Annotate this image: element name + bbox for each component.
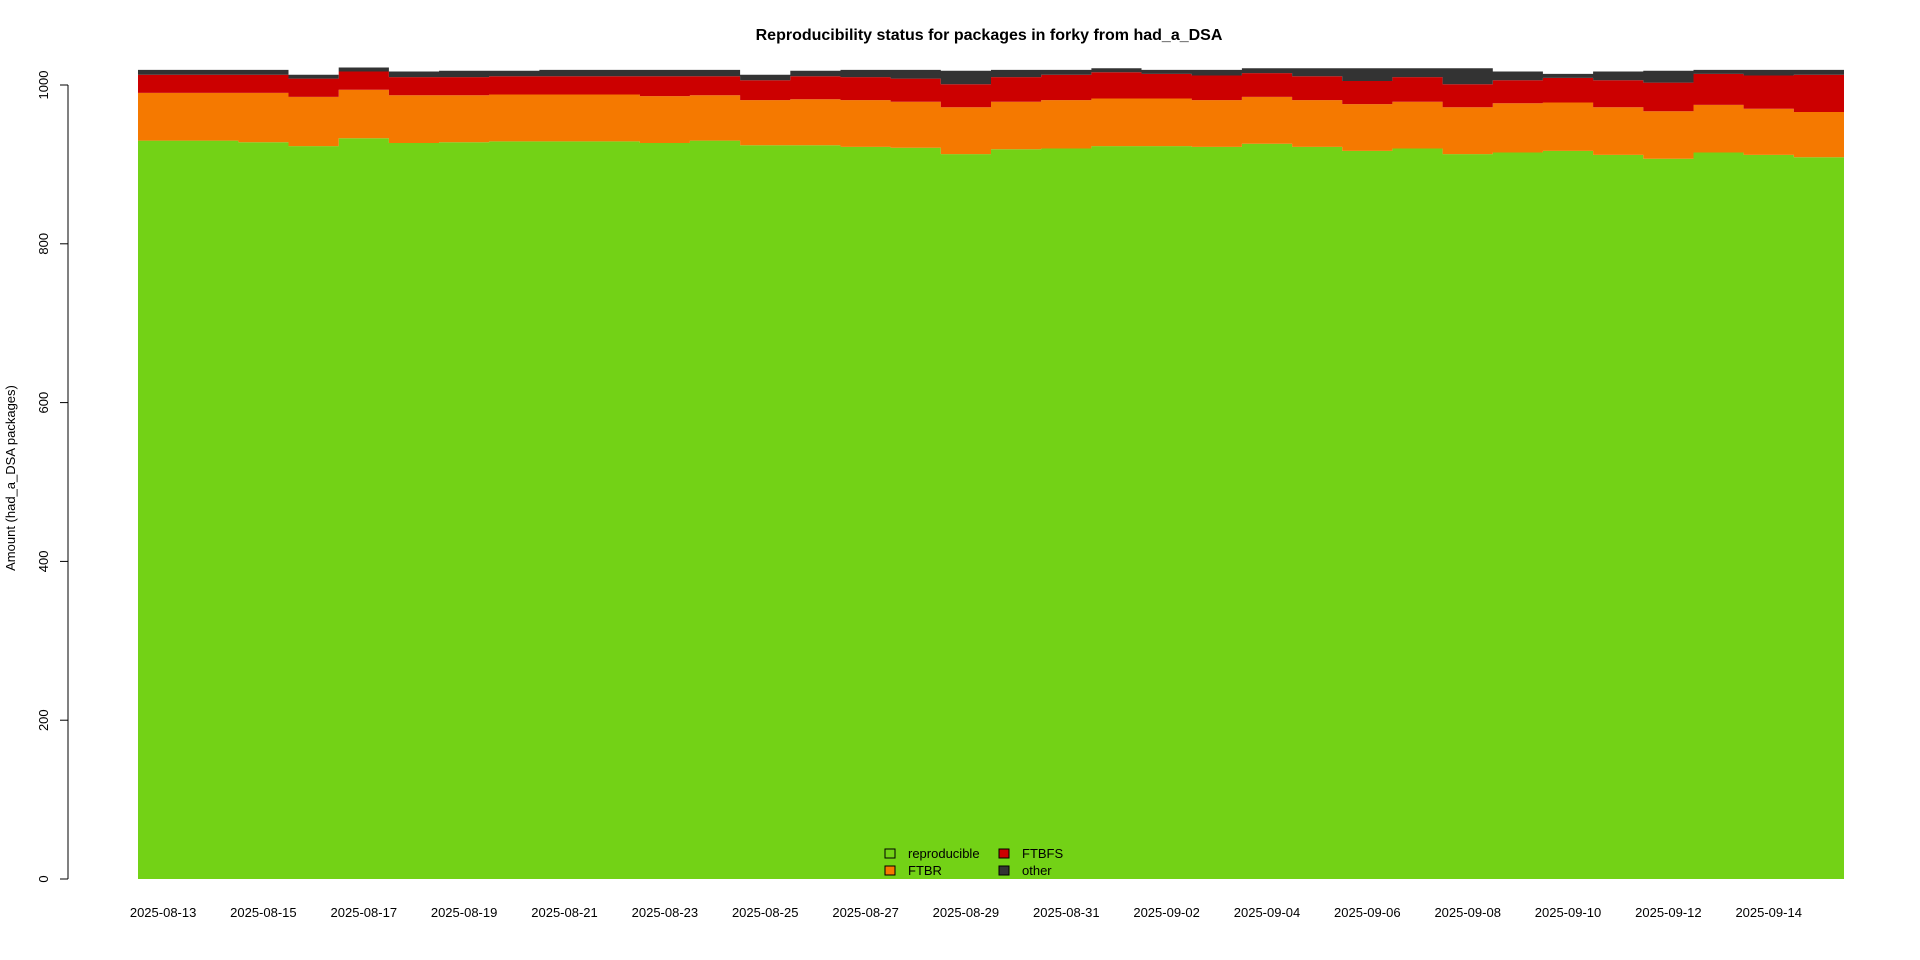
x-tick-label: 2025-09-14 [1735,905,1802,920]
x-tick-label: 2025-08-17 [331,905,398,920]
x-tick-label: 2025-09-04 [1234,905,1301,920]
x-tick-label: 2025-09-10 [1535,905,1602,920]
series-area-other [138,67,1844,85]
y-axis: 0 200 400 600 800 1000 [36,71,69,883]
legend-swatch-reproducible [884,848,896,859]
legend-swatch-other [998,865,1010,876]
series-area-ftbfs [138,71,1844,112]
legend-label-ftbr: FTBR [908,863,942,878]
x-tick-label: 2025-09-08 [1434,905,1501,920]
x-tick-label: 2025-08-21 [531,905,598,920]
x-tick-label: 2025-08-23 [632,905,699,920]
y-tick-label: 600 [36,392,51,414]
x-tick-label: 2025-09-02 [1133,905,1200,920]
legend-label-reproducible: reproducible [908,846,980,861]
chart-title: Reproducibility status for packages in f… [756,27,1223,44]
y-tick-label: 800 [36,233,51,255]
legend-swatch-ftbfs [998,848,1010,859]
legend: reproducible FTBR FTBFS other [884,846,1063,878]
x-tick-label: 2025-08-13 [130,905,197,920]
legend-swatch-ftbr [884,865,896,876]
series-areas [138,67,1844,879]
y-tick-label: 0 [36,875,51,882]
x-tick-label: 2025-08-15 [230,905,297,920]
x-axis: 2025-08-13 2025-08-15 2025-08-17 2025-08-19… [130,905,1802,920]
x-tick-label: 2025-08-31 [1033,905,1100,920]
x-tick-label: 2025-09-06 [1334,905,1401,920]
series-area-reproducible [138,138,1844,879]
y-tick-label: 400 [36,551,51,573]
x-tick-label: 2025-08-27 [832,905,899,920]
x-tick-label: 2025-08-19 [431,905,498,920]
y-tick-label: 1000 [36,71,51,100]
series-area-ftbr [138,89,1844,159]
y-tick-label: 200 [36,709,51,731]
x-tick-label: 2025-08-29 [933,905,1000,920]
x-tick-label: 2025-08-25 [732,905,799,920]
y-axis-label: Amount (had_a_DSA packages) [3,385,18,571]
x-tick-label: 2025-09-12 [1635,905,1702,920]
legend-label-ftbfs: FTBFS [1022,846,1063,861]
legend-label-other: other [1022,863,1052,878]
